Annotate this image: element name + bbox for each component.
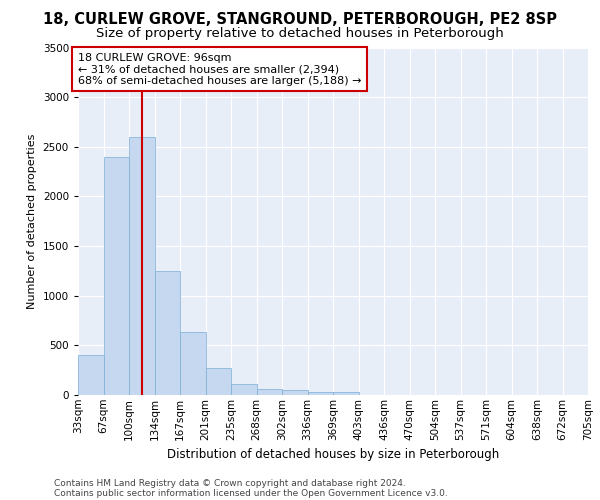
Bar: [231, 384, 257, 395]
Bar: [155, 271, 180, 395]
Text: Size of property relative to detached houses in Peterborough: Size of property relative to detached ho…: [96, 28, 504, 40]
Text: 18, CURLEW GROVE, STANGROUND, PETERBOROUGH, PE2 8SP: 18, CURLEW GROVE, STANGROUND, PETERBOROU…: [43, 12, 557, 28]
Text: Contains HM Land Registry data © Crown copyright and database right 2024.: Contains HM Land Registry data © Crown c…: [54, 478, 406, 488]
Text: Contains public sector information licensed under the Open Government Licence v3: Contains public sector information licen…: [54, 488, 448, 498]
X-axis label: Distribution of detached houses by size in Peterborough: Distribution of detached houses by size …: [167, 448, 499, 461]
Bar: [257, 389, 282, 395]
Y-axis label: Number of detached properties: Number of detached properties: [27, 134, 37, 309]
Bar: [78, 356, 104, 395]
Bar: [333, 392, 359, 395]
Bar: [180, 332, 205, 395]
Text: 18 CURLEW GROVE: 96sqm
← 31% of detached houses are smaller (2,394)
68% of semi-: 18 CURLEW GROVE: 96sqm ← 31% of detached…: [78, 52, 361, 86]
Bar: [205, 368, 231, 395]
Bar: [104, 156, 129, 395]
Bar: [282, 390, 308, 395]
Bar: [129, 137, 155, 395]
Bar: [308, 392, 333, 395]
